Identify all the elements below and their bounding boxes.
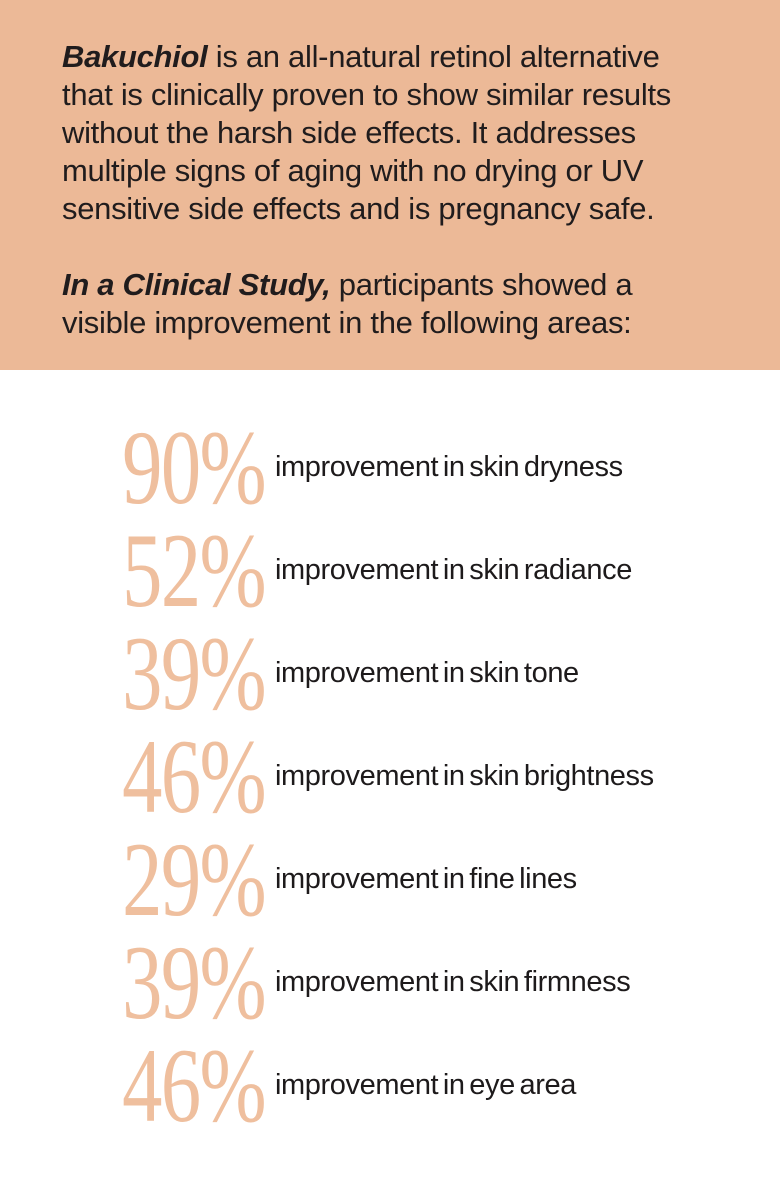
stat-label: improvement in fine lines — [275, 863, 577, 895]
stat-label: improvement in eye area — [275, 1069, 576, 1101]
stat-label: improvement in skin dryness — [275, 451, 623, 483]
study-lead: In a Clinical Study, — [62, 267, 331, 302]
stat-value: 29% — [122, 820, 266, 938]
stat-value: 46% — [122, 717, 266, 835]
study-paragraph: In a Clinical Study, participants showed… — [62, 266, 738, 342]
stat-label: improvement in skin radiance — [275, 554, 632, 586]
intro-paragraph: Bakuchiol is an all-natural retinol alte… — [62, 38, 738, 228]
stat-row-skin-dryness: 90% improvement in skin dryness — [0, 408, 780, 526]
intro-panel: Bakuchiol is an all-natural retinol alte… — [0, 0, 780, 370]
stat-label: improvement in skin tone — [275, 657, 579, 689]
stat-value: 46% — [122, 1026, 266, 1144]
stat-row-fine-lines: 29% improvement in fine lines — [0, 820, 780, 938]
stat-row-skin-tone: 39% improvement in skin tone — [0, 614, 780, 732]
stat-label: improvement in skin firmness — [275, 966, 631, 998]
intro-body-text: is an all-natural retinol alternative th… — [62, 39, 671, 226]
stat-row-eye-area: 46% improvement in eye area — [0, 1026, 780, 1144]
stat-label: improvement in skin brightness — [275, 760, 654, 792]
stat-value: 52% — [122, 511, 266, 629]
stat-row-skin-radiance: 52% improvement in skin radiance — [0, 511, 780, 629]
stat-row-skin-brightness: 46% improvement in skin brightness — [0, 717, 780, 835]
stat-value: 39% — [122, 614, 266, 732]
stat-value: 39% — [122, 923, 266, 1041]
stats-list: 90% improvement in skin dryness 52% impr… — [0, 370, 780, 1144]
study-body-text: participants showed a visible improvemen… — [62, 267, 633, 340]
stat-row-skin-firmness: 39% improvement in skin firmness — [0, 923, 780, 1041]
stat-value: 90% — [122, 408, 266, 526]
intro-lead-bakuchiol: Bakuchiol — [62, 39, 208, 74]
